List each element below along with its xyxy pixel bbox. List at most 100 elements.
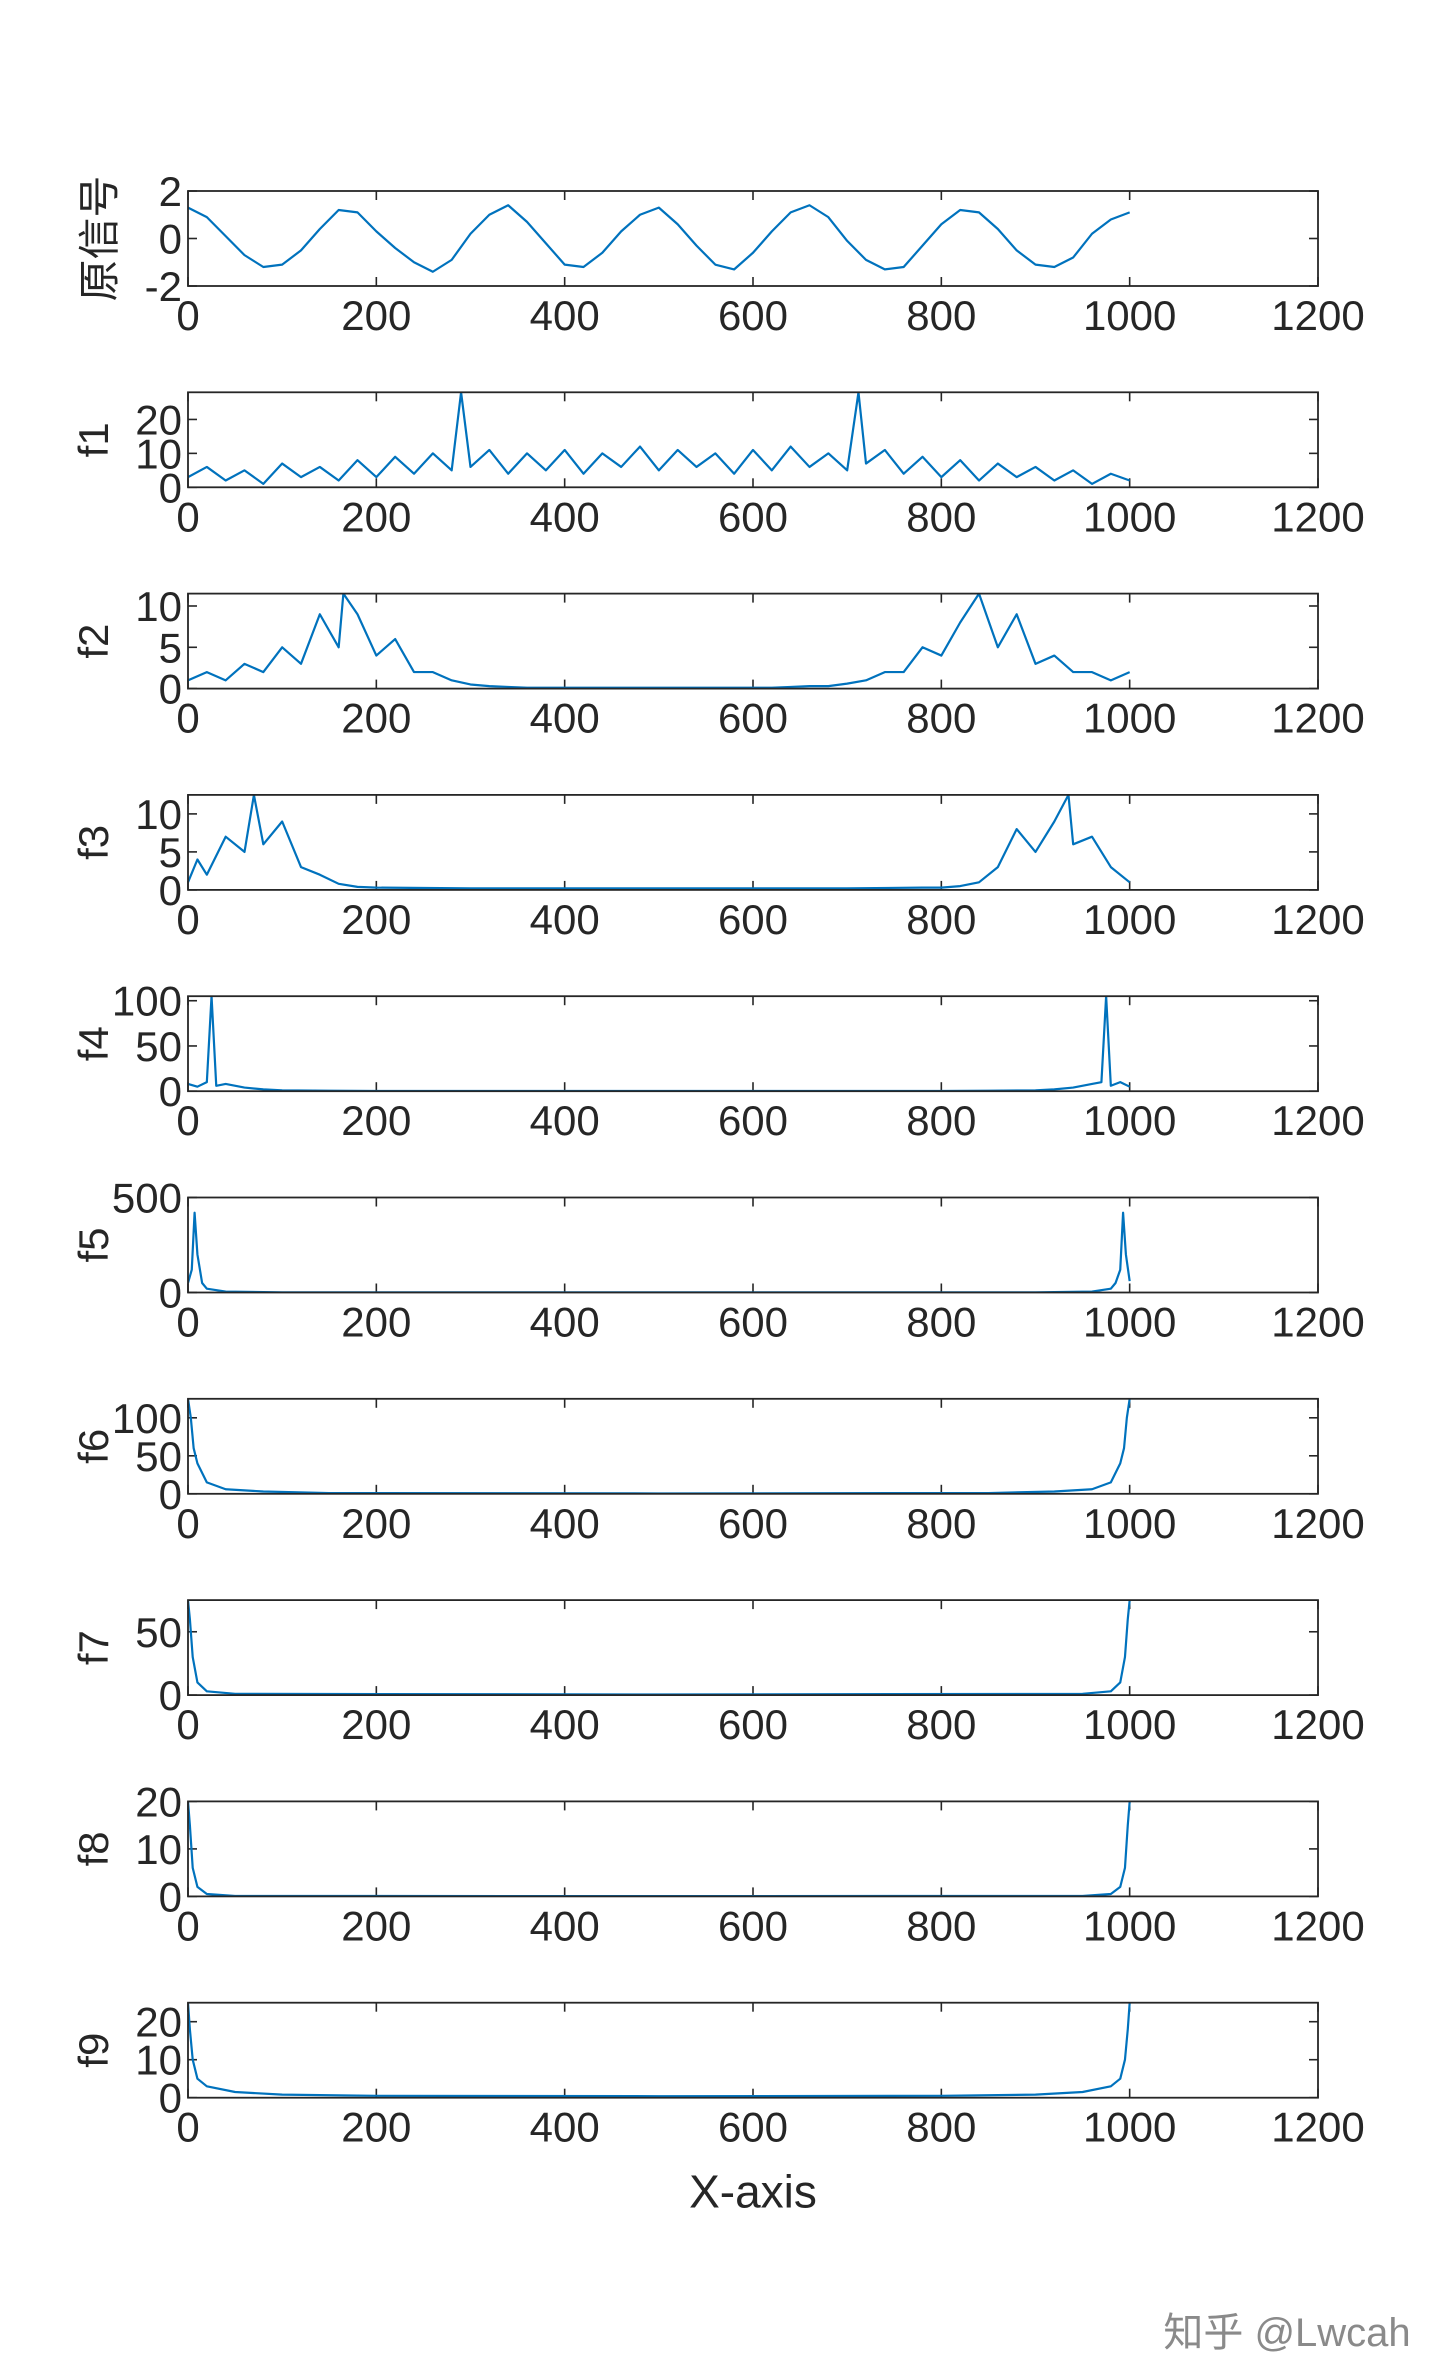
subplot: 0 200 400 600 800 1000 1200 0 500 f5 [70,1175,1365,1346]
x-tick-label: 600 [718,1701,788,1748]
x-tick-label: 600 [718,493,788,540]
axes-frame [187,592,1319,690]
x-tick-label: 1200 [1271,1097,1364,1144]
axes-background [188,392,1318,488]
x-tick-label: 800 [906,1097,976,1144]
x-tick-label: 200 [341,695,411,742]
x-tick-label: 400 [530,695,600,742]
x-tick-label: 1200 [1271,1701,1364,1748]
y-tick-label: 20 [135,1778,182,1825]
x-tick-label: 0 [176,896,199,943]
x-tick-label: 1200 [1271,493,1364,540]
x-tick-label: 1000 [1083,1299,1176,1346]
x-tick-label: 800 [906,1299,976,1346]
axes-frame [187,1800,1319,1898]
axes-background [188,2002,1318,2098]
x-tick-label: 400 [530,1299,600,1346]
x-tick-label: 800 [906,896,976,943]
x-tick-label: 400 [530,493,600,540]
x-tick-label: 1000 [1083,1701,1176,1748]
axes-frame [187,2001,1319,2099]
y-tick-label: 0 [159,1672,182,1719]
x-tick-label: 1200 [1271,1500,1364,1547]
x-tick-label: 200 [341,292,411,339]
x-tick-label: 600 [718,896,788,943]
y-tick-label: 0 [159,1068,182,1115]
x-tick-label: 1200 [1271,896,1364,943]
x-tick-label: 800 [906,695,976,742]
y-axis-label: f3 [70,825,117,860]
axes-frame [187,190,1319,287]
x-axis-label: X-axis [689,2166,817,2218]
x-tick-label: 0 [176,1902,199,1949]
x-tick-label: 0 [176,493,199,540]
y-tick-label: 100 [112,1395,182,1442]
x-tick-label: 1200 [1271,1299,1364,1346]
y-tick-label: 5 [159,624,182,671]
axes-background [188,191,1318,286]
axes-frame [187,1599,1319,1696]
y-tick-label: 50 [135,1433,182,1480]
x-tick-label: 1200 [1271,292,1364,339]
axes-frame [187,1397,1319,1495]
axes-background [188,1398,1318,1494]
x-tick-label: 0 [176,1701,199,1748]
x-tick-label: 400 [530,1097,600,1144]
x-tick-label: 400 [530,896,600,943]
axes-frame [187,794,1319,891]
x-tick-label: 200 [341,1902,411,1949]
x-tick-label: 600 [718,1500,788,1547]
y-tick-label: 0 [159,666,182,713]
y-tick-label: 0 [159,1873,182,1920]
x-tick-label: 0 [176,1097,199,1144]
x-tick-label: 1000 [1083,292,1176,339]
y-axis-label: f6 [70,1429,117,1464]
y-tick-label: 10 [135,1826,182,1873]
x-tick-label: 1000 [1083,896,1176,943]
x-tick-label: 800 [906,1701,976,1748]
y-tick-label: 10 [135,583,182,630]
y-axis-label: f1 [70,422,117,457]
data-line [188,794,1131,890]
axes-frame [187,391,1319,489]
x-tick-label: 800 [906,2104,976,2151]
y-tick-label: 500 [112,1175,182,1222]
x-tick-label: 400 [530,2104,600,2151]
x-tick-label: 600 [718,695,788,742]
data-line [188,392,1131,486]
x-tick-label: 600 [718,1902,788,1949]
x-tick-label: 800 [906,292,976,339]
x-tick-label: 200 [341,2104,411,2151]
axes-background [188,1197,1318,1293]
y-axis-label: f4 [70,1026,117,1061]
x-tick-label: 1000 [1083,1902,1176,1949]
y-axis-label: f2 [70,624,117,659]
y-tick-label: 50 [135,1609,182,1656]
y-tick-label: 0 [159,2075,182,2122]
x-tick-label: 800 [906,1500,976,1547]
watermark: 知乎 @Lwcah [1163,2311,1410,2355]
data-line [188,2002,1131,2098]
x-tick-label: 1000 [1083,695,1176,742]
data-line [188,204,1131,273]
y-tick-label: -2 [145,263,182,310]
x-tick-label: 0 [176,1299,199,1346]
y-axis-label: f7 [70,1630,117,1665]
y-tick-label: 5 [159,829,182,876]
x-tick-label: 200 [341,896,411,943]
x-tick-label: 200 [341,493,411,540]
x-tick-label: 1200 [1271,2104,1364,2151]
y-axis-label: 原信号 [76,175,123,301]
x-tick-label: 1000 [1083,2104,1176,2151]
y-tick-label: 0 [159,1270,182,1317]
x-tick-label: 200 [341,1097,411,1144]
x-tick-label: 0 [176,2104,199,2151]
x-tick-label: 1000 [1083,1500,1176,1547]
